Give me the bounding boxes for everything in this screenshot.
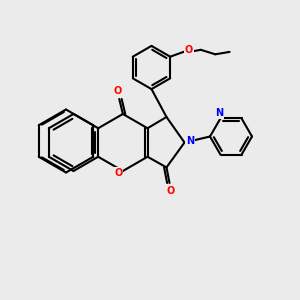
Text: N: N [186, 136, 194, 146]
Text: O: O [185, 45, 193, 56]
Text: O: O [114, 86, 122, 97]
Text: O: O [167, 186, 175, 196]
Text: O: O [114, 167, 122, 178]
Text: N: N [215, 108, 224, 118]
